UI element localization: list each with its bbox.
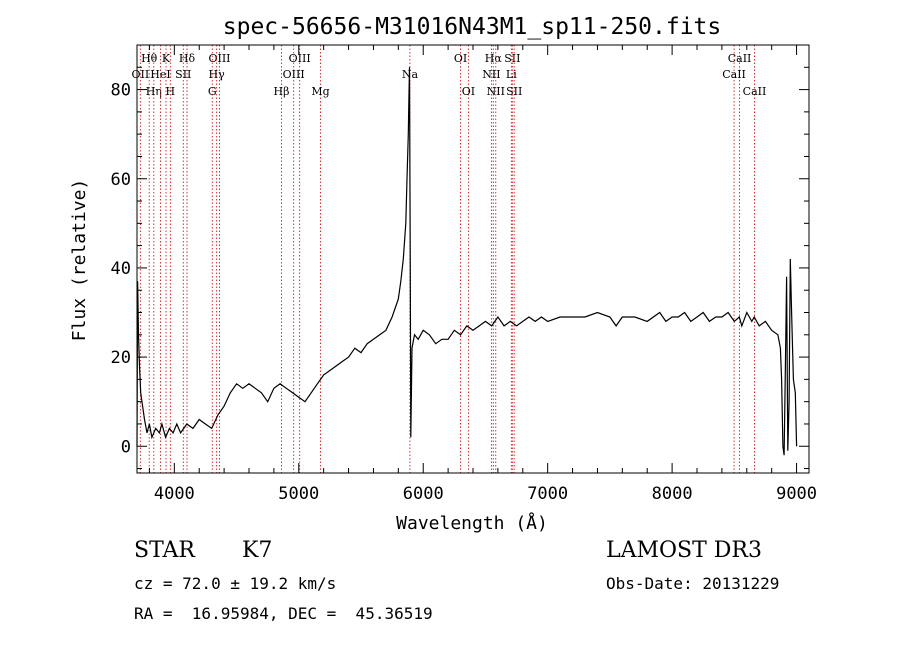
x-axis-label: Wavelength (Å) bbox=[396, 512, 548, 534]
marker-label-26: CaII bbox=[743, 85, 767, 98]
marker-label-14: Mg bbox=[311, 85, 329, 98]
marker-label-3: K bbox=[162, 52, 171, 65]
marker-label-6: Hδ bbox=[179, 52, 196, 65]
y-axis-label: Flux (relative) bbox=[69, 179, 90, 342]
y-tick-label-20: 20 bbox=[111, 348, 131, 368]
marker-label-17: OI bbox=[462, 85, 475, 98]
marker-label-7: SII bbox=[175, 68, 191, 81]
axes: 4000 5000 6000 7000 8000 9000 0 20 40 60 80 bbox=[111, 44, 817, 504]
survey-label: LAMOST DR3 bbox=[606, 538, 762, 563]
marker-label-8: OIII bbox=[208, 52, 230, 65]
marker-label-18: Hα bbox=[485, 52, 503, 65]
marker-label-23: SII bbox=[506, 85, 522, 98]
coords-label: RA = 16.95984, DEC = 45.36519 bbox=[134, 604, 433, 623]
marker-label-5: H bbox=[166, 85, 176, 98]
y-tick-label-0: 0 bbox=[121, 437, 131, 457]
marker-label-10: G bbox=[208, 85, 217, 98]
obs-date-label: Obs-Date: 20131229 bbox=[606, 574, 780, 593]
x-tick-label-8000: 8000 bbox=[652, 484, 693, 504]
redshift-label: cz = 72.0 ± 19.2 km/s bbox=[134, 574, 337, 593]
marker-label-2: Hη bbox=[146, 85, 162, 98]
subclass-label: K7 bbox=[242, 538, 273, 563]
x-tick-label-7000: 7000 bbox=[527, 484, 568, 504]
spectrum-line bbox=[136, 67, 798, 456]
marker-label-19: NII bbox=[482, 68, 500, 81]
marker-label-21: SII bbox=[504, 52, 520, 65]
plot-frame bbox=[136, 44, 810, 474]
class-label: STAR bbox=[134, 538, 195, 563]
marker-label-24: CaII bbox=[728, 52, 752, 65]
x-tick-label-6000: 6000 bbox=[403, 484, 444, 504]
marker-label-4: HeI bbox=[150, 68, 170, 81]
marker-label-16: OI bbox=[454, 52, 467, 65]
marker-label-9: Hγ bbox=[209, 68, 226, 81]
marker-label-25: CaII bbox=[722, 68, 746, 81]
x-tick-label-9000: 9000 bbox=[776, 484, 817, 504]
marker-label-20: NII bbox=[487, 85, 505, 98]
marker-label-12: OIII bbox=[283, 68, 305, 81]
marker-label-1: OII bbox=[132, 68, 150, 81]
chart-title: spec-56656-M31016N43M1_sp11-250.fits bbox=[223, 14, 722, 40]
y-tick-label-80: 80 bbox=[111, 81, 131, 101]
x-tick-label-5000: 5000 bbox=[278, 484, 319, 504]
marker-label-13: Hβ bbox=[274, 85, 290, 98]
x-tick-label-4000: 4000 bbox=[154, 484, 195, 504]
marker-label-0: Hθ bbox=[141, 52, 158, 65]
y-tick-label-60: 60 bbox=[111, 170, 131, 190]
marker-label-11: OIII bbox=[289, 52, 311, 65]
marker-label-22: Li bbox=[506, 68, 517, 81]
y-tick-label-40: 40 bbox=[111, 259, 131, 279]
